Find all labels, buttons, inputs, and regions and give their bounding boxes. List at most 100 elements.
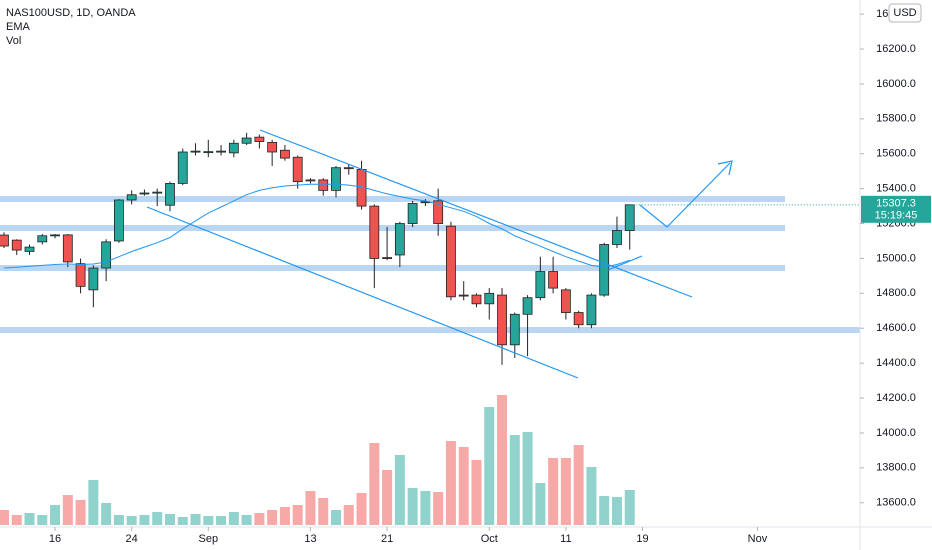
volume-bar [369, 443, 380, 525]
volume-bar [548, 458, 559, 525]
volume-bar [152, 512, 163, 525]
x-tick-label: 24 [126, 533, 138, 545]
volume-bar [599, 496, 610, 525]
volume-bar [394, 455, 405, 525]
candle-body [241, 137, 252, 144]
drawings [0, 196, 860, 333]
candle-body [228, 142, 239, 154]
trendline [146, 206, 579, 379]
candle-body [548, 271, 559, 289]
candle-body [369, 205, 380, 259]
volume-bar [586, 467, 597, 525]
candle-body [165, 183, 175, 206]
projection-arrow [639, 162, 731, 228]
volume-bar [37, 515, 48, 525]
volume-bar [241, 515, 252, 525]
symbol-title: NAS100USD, 1D, OANDA [6, 7, 136, 19]
candle-body [113, 199, 124, 242]
x-tick-label: 19 [636, 533, 648, 545]
volume-bar [190, 514, 201, 525]
candle-body [407, 203, 418, 224]
candle-body [24, 246, 35, 252]
candle-body [599, 244, 610, 296]
candle-body [446, 225, 456, 298]
volume-bar [318, 498, 329, 525]
y-tick-label: 14400.0 [876, 357, 916, 369]
volume-bar [420, 491, 431, 525]
volume-bar [624, 490, 635, 525]
level-band [0, 196, 785, 202]
candle-body [331, 167, 341, 191]
candle-body [612, 230, 622, 245]
trendlines [146, 129, 733, 379]
price-axis: 13600.0 13800.0 14000.0 14200.0 14400.0 14600… [49, 8, 931, 545]
candle-body [343, 167, 354, 170]
volume-bar [126, 516, 137, 525]
candle-body [139, 192, 150, 195]
volume-bar [343, 505, 354, 525]
volume-bar [50, 505, 61, 525]
candle-body [560, 289, 571, 313]
volume-bar [254, 513, 265, 525]
candle-body [305, 179, 316, 182]
volume-bar [88, 480, 99, 525]
candle-body [37, 235, 48, 243]
candle-body [0, 234, 9, 247]
candle-body [152, 191, 163, 194]
candle-body [624, 204, 635, 231]
y-tick-label: 14200.0 [876, 392, 916, 404]
level-band [0, 265, 785, 271]
volume-bar [305, 491, 316, 525]
y-tick-label: 14000.0 [876, 427, 916, 439]
candle-body [101, 241, 112, 269]
candle-body [292, 156, 303, 183]
last-price-label: 15307.3 [876, 198, 916, 210]
candle-body [382, 257, 392, 259]
y-tick-label: 14800.0 [876, 287, 916, 299]
currency-label[interactable]: USD [893, 7, 916, 19]
x-tick-label: 21 [381, 533, 393, 545]
last-price-badge [861, 195, 931, 223]
candle-body [471, 294, 482, 305]
price-layer [0, 132, 860, 365]
candle-body [497, 294, 507, 346]
volume-bar [445, 441, 456, 525]
volume-bar [522, 432, 533, 525]
trendline [259, 129, 693, 298]
volume-bar [164, 514, 175, 525]
volume-bar [560, 458, 571, 525]
candle-body [535, 271, 546, 299]
candle-body [75, 263, 86, 287]
currency-badge[interactable] [888, 3, 922, 23]
volume-bar [573, 445, 584, 525]
candle-body [573, 312, 584, 326]
candle-body [458, 294, 469, 297]
candle-body [267, 141, 278, 153]
volume-bar [203, 516, 214, 525]
candle-body [177, 151, 188, 184]
candle-body [484, 292, 495, 305]
volume-bar [279, 507, 290, 525]
candle-body [394, 223, 405, 256]
y-tick-label: 15000.0 [876, 252, 916, 264]
candle-body [280, 149, 290, 159]
y-tick-label: 14600.0 [876, 322, 916, 334]
volume-bar [24, 513, 35, 525]
x-tick-label: 11 [560, 533, 571, 545]
arrow-head [717, 160, 733, 176]
y-tick-label: 15400.0 [876, 183, 916, 195]
volume-bar [113, 515, 124, 525]
volume-bar [356, 493, 367, 525]
y-tick-label: 15600.0 [876, 148, 916, 160]
level-band [0, 327, 860, 333]
volume-bar [382, 470, 393, 525]
y-tick-label: 15800.0 [876, 113, 916, 125]
x-tick-label: 13 [304, 533, 316, 545]
trendline [607, 255, 643, 271]
countdown-label: 15:19:45 [875, 210, 918, 222]
candle-body [433, 200, 444, 224]
indicator-label: Vol [6, 35, 21, 47]
candle-body [522, 297, 533, 315]
volume-layer [0, 395, 635, 525]
